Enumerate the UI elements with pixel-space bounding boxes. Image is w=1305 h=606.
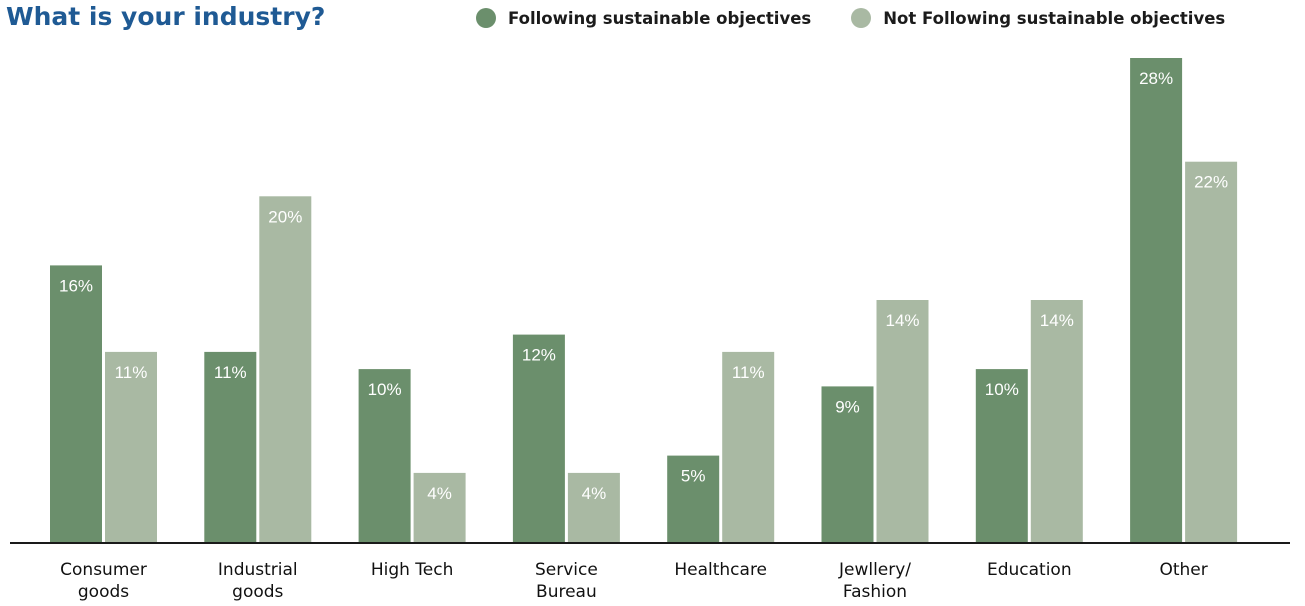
bar-following-4 (667, 455, 720, 542)
category-label-line: Education (987, 560, 1072, 580)
bar-following-5 (821, 386, 874, 542)
bar-not-following-1 (259, 196, 312, 543)
category-label-line: Fashion (843, 582, 907, 602)
category-label-line: goods (232, 582, 283, 602)
category-label-2: High Tech (371, 560, 454, 580)
data-label-following-6: 10% (985, 380, 1019, 399)
category-label-7: Other (1159, 560, 1207, 580)
category-label-5: Jewllery/Fashion (838, 560, 911, 602)
data-label-following-7: 28% (1139, 69, 1173, 88)
data-label-not-following-1: 20% (268, 207, 302, 226)
data-label-not-following-3: 4% (582, 484, 607, 503)
legend-item-following: Following sustainable objectives (476, 8, 811, 28)
bar-not-following-4 (722, 351, 775, 542)
data-label-not-following-0: 11% (115, 363, 148, 382)
data-label-following-4: 5% (681, 467, 706, 486)
category-label-line: Consumer (60, 560, 147, 580)
legend-label-not-following: Not Following sustainable objectives (883, 8, 1226, 28)
category-label-line: Industrial (218, 560, 298, 580)
category-label-line: Other (1159, 560, 1207, 580)
category-label-line: Healthcare (674, 560, 767, 580)
data-label-not-following-2: 4% (427, 484, 452, 503)
bar-following-3 (512, 334, 565, 542)
data-label-following-0: 16% (59, 276, 93, 295)
bar-following-0 (50, 265, 102, 542)
bar-following-2 (358, 369, 411, 542)
category-label-3: Service Bureau (535, 560, 598, 602)
category-label-4: Healthcare (674, 560, 767, 580)
data-label-following-2: 10% (368, 380, 402, 399)
data-label-not-following-5: 14% (885, 311, 919, 330)
bar-not-following-7 (1185, 161, 1238, 542)
bar-following-7 (1130, 58, 1183, 542)
data-label-not-following-6: 14% (1040, 311, 1074, 330)
bar-not-following-0 (105, 351, 157, 542)
bar-following-6 (975, 369, 1028, 542)
category-label-1: Industrial goods (218, 560, 298, 602)
data-label-not-following-4: 11% (732, 363, 765, 382)
legend-swatch-following (476, 8, 496, 28)
category-label-line: goods (78, 582, 129, 602)
category-label-0: Consumer goods (60, 560, 147, 602)
category-label-line: Bureau (536, 582, 597, 602)
bar-not-following-3 (567, 472, 620, 542)
category-label-line: Jewllery/ (838, 560, 911, 580)
legend-label-following: Following sustainable objectives (508, 8, 812, 28)
category-label-6: Education (987, 560, 1072, 580)
bar-not-following-2 (413, 472, 466, 542)
bar-following-1 (204, 351, 257, 542)
data-label-not-following-7: 22% (1194, 173, 1228, 192)
data-label-following-3: 12% (522, 346, 556, 365)
data-label-following-1: 11% (214, 363, 247, 382)
bar-not-following-6 (1030, 300, 1083, 542)
data-label-following-5: 9% (835, 397, 860, 416)
legend-swatch-not-following (851, 8, 872, 28)
legend-item-not-following: Not Following sustainable objectives (851, 8, 1225, 28)
bar-not-following-5 (876, 300, 929, 542)
legend: Following sustainable objectives Not Fol… (476, 8, 1265, 28)
category-label-line: High Tech (371, 560, 454, 580)
category-label-line: Service (535, 560, 598, 580)
chart-title: What is your industry? (6, 2, 326, 31)
